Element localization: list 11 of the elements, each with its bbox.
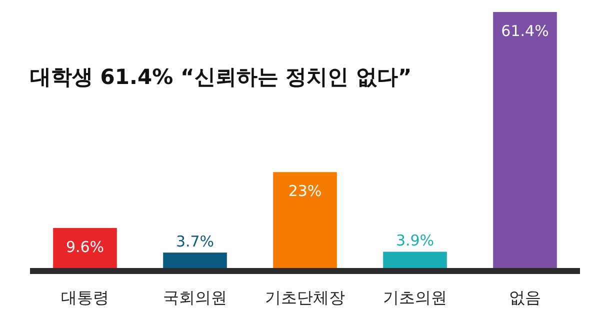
data-label: 3.7% <box>176 232 214 251</box>
x-tick-label: 대통령 <box>61 288 109 307</box>
data-label: 3.9% <box>396 232 434 250</box>
text: 대학생 61.4% “신뢰하는 정치인 없다” <box>30 65 412 89</box>
x-tick-label: 없음 <box>509 288 541 307</box>
data-label: 23% <box>288 182 322 200</box>
data-label: 61.4% <box>501 22 549 40</box>
data-label: 9.6% <box>66 238 104 256</box>
x-tick-label: 기초의원 <box>383 288 447 307</box>
x-tick-label: 기초단체장 <box>265 288 345 307</box>
x-tick-label: 국회의원 <box>163 288 227 307</box>
